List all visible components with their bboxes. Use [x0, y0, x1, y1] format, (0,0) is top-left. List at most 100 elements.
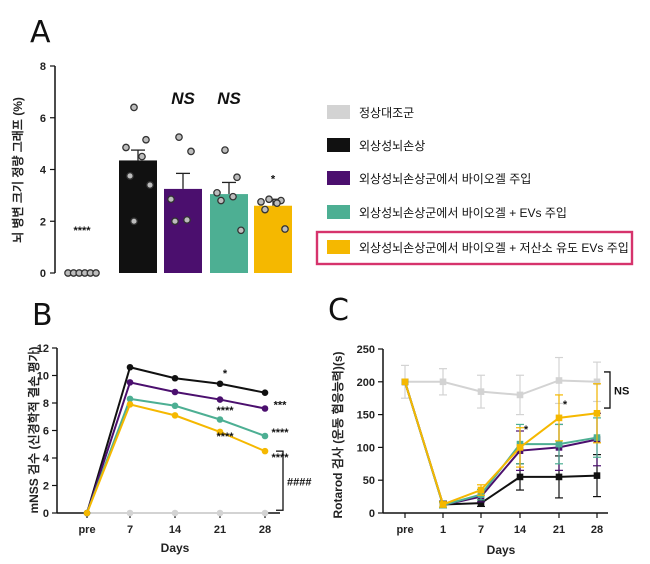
chart-a-y-tick-label: 4 [40, 165, 47, 177]
chart-a-point [229, 192, 237, 201]
chart-a-annotation: **** [73, 225, 91, 237]
chart-c-point [555, 440, 563, 448]
chart-c-point [439, 501, 447, 508]
chart-c: Rotarod 검사 (운동 협응능력)(s) Days 0 50 100 150 20… [330, 344, 629, 557]
chart-b-point [83, 509, 91, 517]
chart-a-point [233, 173, 241, 182]
legend-swatch [327, 240, 350, 254]
chart-c-x-tick-label: 21 [553, 524, 565, 536]
chart-a-point [221, 146, 229, 154]
legend-swatch [327, 105, 350, 119]
chart-a-annotation: NS [171, 89, 195, 108]
chart-c-point [593, 472, 601, 479]
chart-b-point [261, 405, 269, 412]
chart-a-point [130, 103, 138, 112]
chart-c-bracket [604, 371, 611, 409]
chart-c-point [555, 473, 563, 481]
panel-letter-b: B [32, 298, 53, 333]
chart-c-point [439, 378, 447, 386]
legend-label: 외상성뇌손상군에서 바이오겔 + EVs 주입 [359, 206, 567, 220]
chart-a-point [171, 217, 179, 226]
chart-b-bracket-label: #### [287, 476, 311, 488]
chart-a-ylabel: 뇌 병변 크기 정량 그래프 (%) [10, 97, 25, 243]
chart-b-annotation: **** [271, 452, 289, 464]
chart-c-y-tick-label: 200 [357, 377, 375, 389]
legend-label: 외상성뇌손상군에서 바이오겔 주입 [359, 172, 531, 186]
chart-b-y-tick-label: 6 [43, 426, 49, 438]
chart-b-point [216, 380, 224, 388]
chart-b-point [261, 389, 269, 396]
chart-c-point [555, 414, 563, 422]
chart-b-y-tick-label: 0 [43, 508, 49, 520]
chart-b-point [126, 509, 134, 517]
chart-a-point [175, 133, 183, 142]
chart-c-bracket-label: NS [614, 385, 629, 397]
chart-b-y-tick-label: 8 [43, 398, 49, 410]
chart-a-bar [254, 205, 292, 273]
chart-a-bar [119, 160, 157, 273]
chart-c-point [516, 391, 524, 399]
chart-b-x-tick-label: 21 [214, 524, 226, 536]
chart-b-x-tick-label: pre [78, 524, 95, 536]
chart-b-point [171, 412, 179, 419]
chart-a: 뇌 병변 크기 정량 그래프 (%) 0 2 4 6 8 **** NS NS * [10, 61, 292, 280]
chart-a-point [167, 195, 175, 204]
chart-b-x-tick-label: 14 [169, 524, 182, 536]
chart-b-point [261, 447, 269, 455]
chart-a-point [146, 181, 154, 189]
chart-c-point [401, 378, 409, 386]
chart-c-xlabel: Days [487, 543, 516, 557]
chart-c-series-line [405, 379, 598, 396]
chart-a-point [257, 197, 265, 206]
chart-b-x-tick-label: 28 [259, 524, 271, 536]
chart-c-x-tick-label: 1 [440, 524, 446, 536]
chart-a-annotation: * [271, 173, 276, 185]
chart-b-point [126, 363, 134, 371]
chart-a-point [281, 225, 289, 233]
chart-c-y-tick-label: 100 [357, 442, 375, 454]
chart-c-point [555, 377, 563, 384]
panel-letter-a: A [30, 15, 51, 50]
chart-a-point [138, 152, 146, 161]
legend-label: 외상성뇌손상 [359, 139, 425, 153]
chart-a-y-tick-label: 8 [40, 61, 46, 73]
legend-label: 외상성뇌손상군에서 바이오겔 + 저산소 유도 EVs 주입 [359, 241, 629, 255]
chart-a-point [217, 196, 225, 205]
chart-b-point [261, 509, 269, 517]
chart-c-y-tick-label: 250 [357, 344, 375, 356]
chart-c-x-tick-label: pre [396, 524, 413, 536]
chart-c-x-tick-label: 7 [478, 524, 484, 536]
chart-b-y-tick-label: 2 [43, 481, 49, 493]
chart-c-point [477, 499, 485, 507]
chart-c-y-tick-label: 0 [369, 508, 375, 520]
chart-b-point [216, 396, 224, 403]
chart-b-bracket [276, 450, 284, 511]
chart-b-point [126, 395, 134, 403]
panel-letter-c: C [328, 293, 349, 328]
chart-a-point [187, 147, 195, 156]
chart-b-point [261, 432, 269, 440]
chart-b-point [216, 509, 224, 517]
chart-b-y-tick-label: 12 [37, 343, 49, 355]
chart-c-series-line [404, 381, 598, 507]
chart-a-point [92, 269, 100, 277]
chart-b-x-tick-label: 7 [127, 524, 133, 536]
chart-b-xlabel: Days [161, 541, 190, 555]
chart-b-annotation: **** [216, 431, 234, 443]
chart-b-point [171, 374, 179, 382]
chart-b-point [126, 379, 134, 386]
chart-c-y-tick-label: 150 [357, 410, 375, 422]
chart-c-point [593, 409, 601, 417]
chart-a-point [261, 205, 269, 214]
chart-c-point [516, 444, 524, 451]
chart-c-y-tick-label: 50 [363, 475, 375, 487]
chart-b-annotation: * [223, 368, 228, 380]
chart-c-series-line [404, 381, 598, 506]
chart-b-y-tick-label: 10 [37, 371, 49, 383]
chart-b-point [171, 402, 179, 410]
chart-a-point [142, 135, 150, 144]
chart-b-y-tick-label: 4 [43, 453, 50, 465]
chart-c-ylabel: Rotarod 검사 (운동 협응능력)(s) [330, 352, 345, 519]
chart-b-annotation: **** [216, 405, 234, 417]
